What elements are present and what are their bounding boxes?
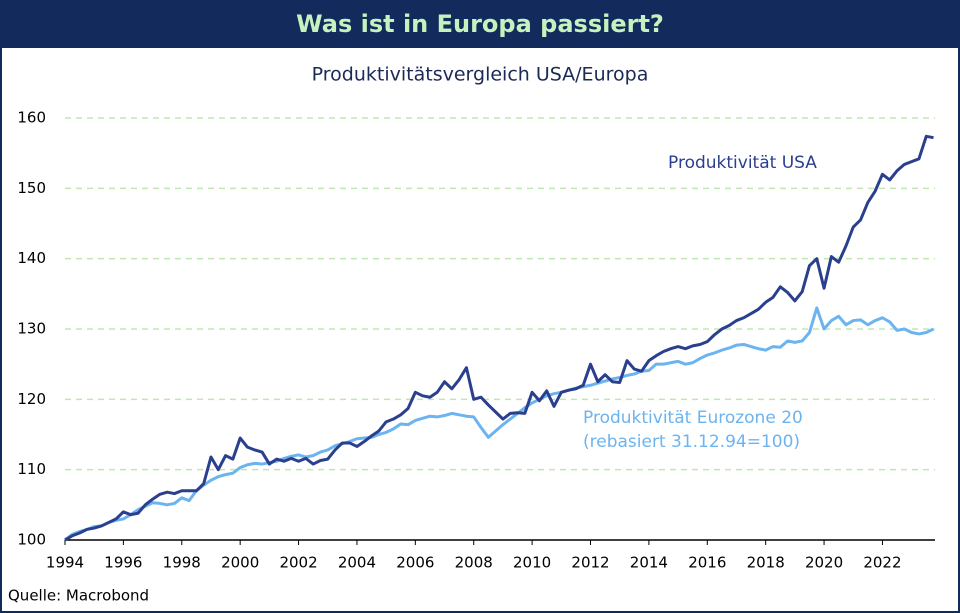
x-tick-label: 2020 — [805, 554, 843, 572]
x-tick-label: 2008 — [455, 554, 493, 572]
y-tick-label: 100 — [17, 531, 46, 549]
x-tick-label: 1994 — [46, 554, 84, 572]
header-bar — [0, 0, 960, 48]
y-tick-label: 160 — [17, 109, 46, 127]
y-tick-label: 130 — [17, 320, 46, 338]
x-tick-label: 2010 — [513, 554, 551, 572]
x-tick-label: 2018 — [747, 554, 785, 572]
x-tick-label: 1996 — [104, 554, 142, 572]
x-tick-label: 2000 — [221, 554, 259, 572]
annotation: Produktivität USA — [668, 153, 817, 173]
annotation: (rebasiert 31.12.94=100) — [583, 432, 800, 452]
y-tick-label: 110 — [17, 460, 46, 478]
x-tick-label: 2022 — [863, 554, 901, 572]
chart-subtitle: Produktivitätsvergleich USA/Europa — [312, 64, 649, 86]
x-tick-label: 1998 — [163, 554, 201, 572]
x-tick-label: 2016 — [688, 554, 726, 572]
x-tick-label: 2004 — [338, 554, 376, 572]
x-tick-label: 2002 — [279, 554, 317, 572]
chart-title: Was ist in Europa passiert? — [296, 10, 664, 38]
x-tick-label: 2006 — [396, 554, 434, 572]
y-tick-label: 150 — [17, 179, 46, 197]
series-line — [64, 134, 934, 542]
x-tick-label: 2012 — [571, 554, 609, 572]
annotation: Produktivität Eurozone 20 — [583, 408, 803, 428]
series-line — [64, 306, 935, 542]
y-tick-label: 120 — [17, 390, 46, 408]
y-tick-label: 140 — [17, 249, 46, 267]
source: Quelle: Macrobond — [8, 587, 149, 605]
x-tick-label: 2014 — [630, 554, 668, 572]
